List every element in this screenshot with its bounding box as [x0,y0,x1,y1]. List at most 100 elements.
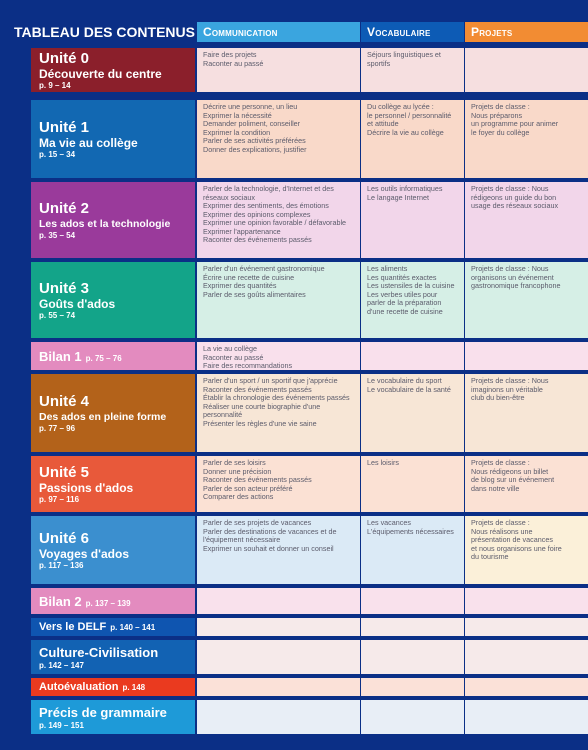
projets-line: Projets de classe : Nous [471,184,549,193]
communication-line: Exprimer l'appartenance [203,226,281,236]
communication-line: Écrire une recette de cuisine [203,272,295,282]
table-row: Culture-Civilisation p. 142 – 147 [0,640,588,676]
cell-communication [197,588,360,614]
cell-communication: La vie au collège Raconter au passé Faire … [197,342,360,370]
cell-vocabulaire: Les aliments Les quantités exactes Les ust… [361,262,464,338]
cell-communication: Parler d'un sport / un sportif que j'app… [197,374,360,452]
unit-pages: p. 75 – 76 [85,353,122,363]
unit-title: Précis de grammaire [39,704,167,720]
vocabulaire-line: Le langage Internet [367,192,429,202]
vocabulaire-line: Les ustensiles de la cuisine [367,281,455,290]
unit-pages: p. 97 – 116 [39,494,80,504]
vocabulaire-line: Les quantités exactes [367,272,437,282]
projets-line: organisons un événement [471,272,554,282]
projets-line: Projets de classe : [471,102,530,111]
projets-line: présentation de vacances [471,535,553,544]
cell-vocabulaire [361,700,464,734]
communication-line: Parler de ses goûts alimentaires [203,289,306,299]
table-row: Bilan 1 p. 75 – 76 La vie au collège Racont… [0,342,588,372]
cell-communication: Parler de ses projets de vacances Parler … [197,516,360,584]
table-row: Unité 5 Passions d'ados p. 97 – 116 Parler … [0,456,588,514]
communication-line: Comparer des actions [203,492,274,501]
unit-title: Unité 4 [39,392,90,410]
cell-projets [465,588,588,614]
unit-title: Vers le DELF [39,620,107,633]
cell-projets: Projets de classe : Nous imaginons un vér… [465,374,588,452]
cell-vocabulaire [361,342,464,370]
table-row: Unité 2 Les ados et la technologie p. 35 –… [0,182,588,260]
communication-line: Parler de ses activités préférées [203,136,306,145]
vocabulaire-line: d'une recette de cuisine [367,306,443,316]
projets-line: Projets de classe : [471,458,530,467]
unit-pages: p. 55 – 74 [39,310,76,320]
communication-line: Parler de son acteur préféré [203,483,293,493]
table-row: Précis de grammaire p. 149 – 151 [0,700,588,736]
cell-communication: Parler de la technologie, d'Internet et … [197,182,360,258]
cell-projets: Projets de classe : Nous rédigeons un bil… [465,456,588,512]
unit-title: Bilan 2 [39,593,82,609]
unit-label-block: Unité 5 Passions d'ados p. 97 – 116 [31,456,195,512]
table-row: Unité 4 Des ados en pleine forme p. 77 – 9… [0,374,588,454]
unit-title-line: Autoévaluation p. 148 [39,679,195,696]
vocabulaire-line: et attitude [367,119,399,128]
vocabulaire-line: Les vacances [367,518,411,527]
cell-projets [465,678,588,696]
cell-communication: Faire des projets Raconter au passé [197,48,360,92]
projets-line: rédigeons un guide du bon [471,192,557,202]
communication-line: Parler des destinations de vacances et d… [203,526,337,536]
header-projets: Projets [465,22,588,42]
projets-line: Nous préparons [471,110,523,120]
projets-line: gastronomique francophone [471,281,561,290]
projets-line: imaginons un véritable [471,384,543,394]
communication-line: Faire des recommandations [203,361,293,370]
vocabulaire-line: L'équipements nécessaires [367,526,454,536]
unit-label-block: Unité 6 Voyages d'ados p. 117 – 136 [31,516,195,584]
table-row: Unité 6 Voyages d'ados p. 117 – 136 Parler … [0,516,588,586]
unit-name: Goûts d'ados [39,296,116,311]
cell-vocabulaire: Les loisirs [361,456,464,512]
communication-line: Faire des projets [203,50,257,59]
communication-line: Parler de ses projets de vacances [203,518,312,527]
cell-vocabulaire: Les outils informatiques Le langage Inter… [361,182,464,258]
unit-label-block: Bilan 2 p. 137 – 139 [31,588,195,614]
vocabulaire-line: Les verbes utiles pour [367,289,438,299]
projets-line: Nous rédigeons un billet [471,466,549,476]
communication-line: Raconter des événements passés [203,475,312,484]
communication-line: Parler de la technologie, d'Internet et … [203,184,334,193]
cell-communication [197,678,360,696]
unit-title: Unité 6 [39,529,90,547]
cell-communication: Parler d'un événement gastronomique Écrir… [197,262,360,338]
unit-name: Passions d'ados [39,480,134,495]
vocabulaire-line: Décrire la vie au collège [367,127,444,137]
unit-label-block: Bilan 1 p. 75 – 76 [31,342,195,370]
cell-vocabulaire [361,678,464,696]
communication-line: Exprimer une opinion favorable / défavor… [203,218,347,227]
unit-label-block: Unité 2 Les ados et la technologie p. 35 –… [31,182,195,258]
unit-pages: p. 77 – 96 [39,423,76,433]
communication-line: Demander poliment, conseiller [203,119,301,128]
cell-projets [465,48,588,92]
communication-line: l'équipement nécessaire [203,535,281,544]
unit-title-line: Vers le DELF p. 140 – 141 [39,619,195,636]
header-vocabulaire: Vocabulaire [361,22,464,42]
projets-line: dans notre ville [471,483,520,493]
vocabulaire-line: Le vocabulaire du sport [367,376,442,385]
cell-vocabulaire [361,618,464,636]
vocabulaire-line: sportifs [367,58,391,68]
cell-vocabulaire: Séjours linguistiques et sportifs [361,48,464,92]
cell-vocabulaire: Le vocabulaire du sport Le vocabulaire de… [361,374,464,452]
communication-line: Donner une précision [203,466,272,476]
unit-name: Les ados et la technologie [39,217,171,230]
cell-vocabulaire [361,640,464,674]
unit-pages: p. 149 – 151 [39,720,84,730]
header-communication: Communication [197,22,360,42]
unit-label-block: Unité 1 Ma vie au collège p. 15 – 34 [31,100,195,178]
communication-line: Exprimer la condition [203,127,271,137]
projets-line: du tourisme [471,552,509,561]
unit-pages: p. 15 – 34 [39,149,76,159]
cell-communication [197,700,360,734]
vocabulaire-line: le personnel / personnalité [367,110,452,120]
projets-line: de blog sur un événement [471,475,555,484]
unit-label-block: Unité 4 Des ados en pleine forme p. 77 – 9… [31,374,195,452]
communication-line: La vie au collège [203,344,257,353]
